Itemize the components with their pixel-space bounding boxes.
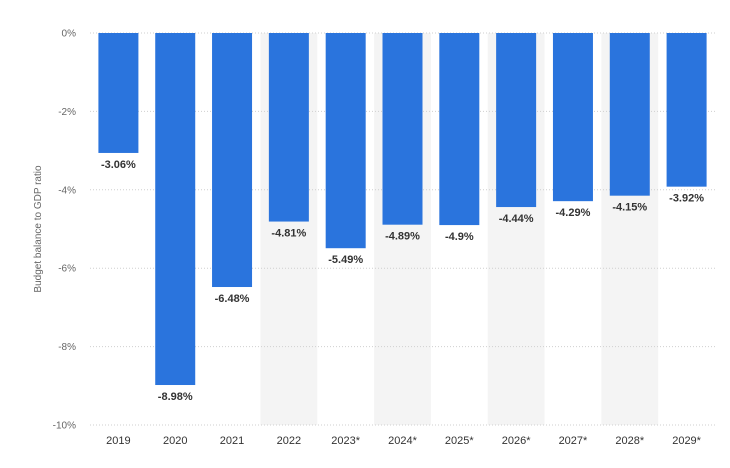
x-axis-ticks: 2019 2020 2021 2022 2023* 2024* 2025* 2026* 2027… [106,435,702,447]
data-label: -4.81% [271,228,306,240]
data-label: -4.89% [385,231,420,243]
y-tick-label: -10% [53,421,76,432]
bar [496,33,537,208]
bar [552,33,593,202]
data-label: -4.29% [556,207,591,219]
y-axis-label: Budget balance to GDP ratio [33,165,44,293]
bar [666,33,707,187]
x-tick-label: 2020 [163,435,187,447]
y-tick-label: -8% [58,342,76,353]
x-tick-label: 2019 [106,435,130,447]
data-label: -4.15% [612,202,647,214]
y-tick-label: -4% [58,185,76,196]
bar [325,33,366,249]
data-label: -4.9% [445,231,474,243]
data-label: -3.06% [101,159,136,171]
x-tick-label: 2028* [615,435,644,447]
bar [609,33,650,196]
x-tick-label: 2025* [445,435,474,447]
x-tick-label: 2021 [220,435,244,447]
data-label: -6.48% [215,293,250,305]
bar [268,33,309,222]
bar [382,33,423,225]
data-label: -8.98% [158,391,193,403]
x-tick-label: 2023* [331,435,360,447]
x-tick-label: 2024* [388,435,417,447]
x-tick-label: 2026* [502,435,531,447]
bar [155,33,196,386]
x-tick-label: 2027* [559,435,588,447]
y-tick-label: -6% [58,264,76,275]
bar [439,33,480,226]
data-label: -5.49% [328,254,363,266]
data-labels: -3.06% -8.98% -6.48% -4.81% -5.49% -4.89% -4.9… [101,159,704,403]
data-label: -4.44% [499,213,534,225]
y-tick-label: 0% [62,29,77,40]
x-tick-label: 2022 [277,435,301,447]
bar [212,33,253,288]
bars [98,33,707,386]
y-tick-label: -2% [58,107,76,118]
bar [98,33,139,153]
x-tick-label: 2029* [672,435,701,447]
data-label: -3.92% [669,193,704,205]
